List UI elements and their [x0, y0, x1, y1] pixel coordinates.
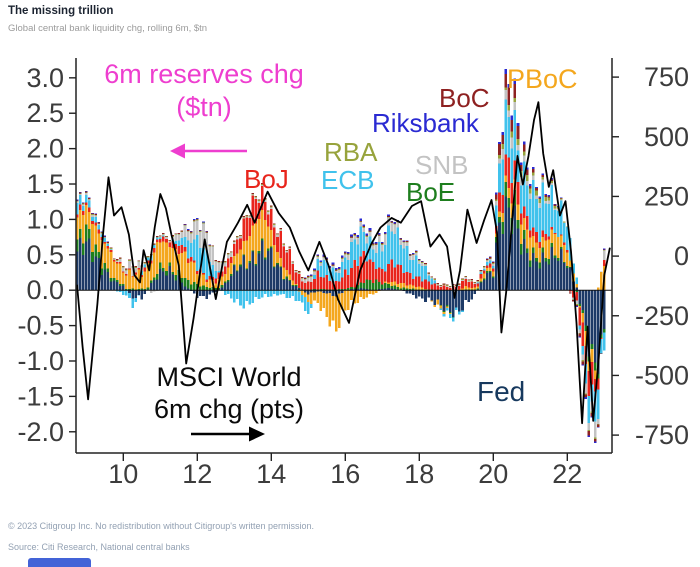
- copyright-text: © 2023 Citigroup Inc. No redistribution …: [8, 521, 314, 531]
- source-text: Source: Citi Research, National central …: [8, 542, 190, 552]
- svg-text:-1.0: -1.0: [17, 346, 64, 376]
- svg-text:-1.5: -1.5: [17, 381, 64, 411]
- svg-text:250: 250: [644, 181, 689, 211]
- svg-text:16: 16: [330, 459, 360, 489]
- svg-text:750: 750: [644, 62, 689, 92]
- svg-text:-750: -750: [635, 420, 689, 450]
- svg-text:0.0: 0.0: [26, 275, 64, 305]
- svg-text:-500: -500: [635, 360, 689, 390]
- svg-text:12: 12: [182, 459, 212, 489]
- svg-text:1.5: 1.5: [26, 169, 64, 199]
- svg-text:-0.5: -0.5: [17, 311, 64, 341]
- svg-text:2.0: 2.0: [26, 134, 64, 164]
- svg-text:14: 14: [256, 459, 286, 489]
- svg-text:10: 10: [108, 459, 138, 489]
- svg-text:22: 22: [552, 459, 582, 489]
- svg-text:500: 500: [644, 122, 689, 152]
- svg-text:20: 20: [478, 459, 508, 489]
- svg-text:18: 18: [404, 459, 434, 489]
- partial-blue-button[interactable]: [28, 558, 91, 567]
- svg-text:1.0: 1.0: [26, 204, 64, 234]
- svg-text:-2.0: -2.0: [17, 417, 64, 447]
- svg-text:0.5: 0.5: [26, 240, 64, 270]
- svg-text:0: 0: [674, 241, 689, 271]
- svg-text:2.5: 2.5: [26, 98, 64, 128]
- svg-text:3.0: 3.0: [26, 63, 64, 93]
- page-subtitle: Global central bank liquidity chg, rolli…: [8, 23, 208, 34]
- page-title: The missing trillion: [8, 5, 114, 17]
- svg-text:-250: -250: [635, 301, 689, 331]
